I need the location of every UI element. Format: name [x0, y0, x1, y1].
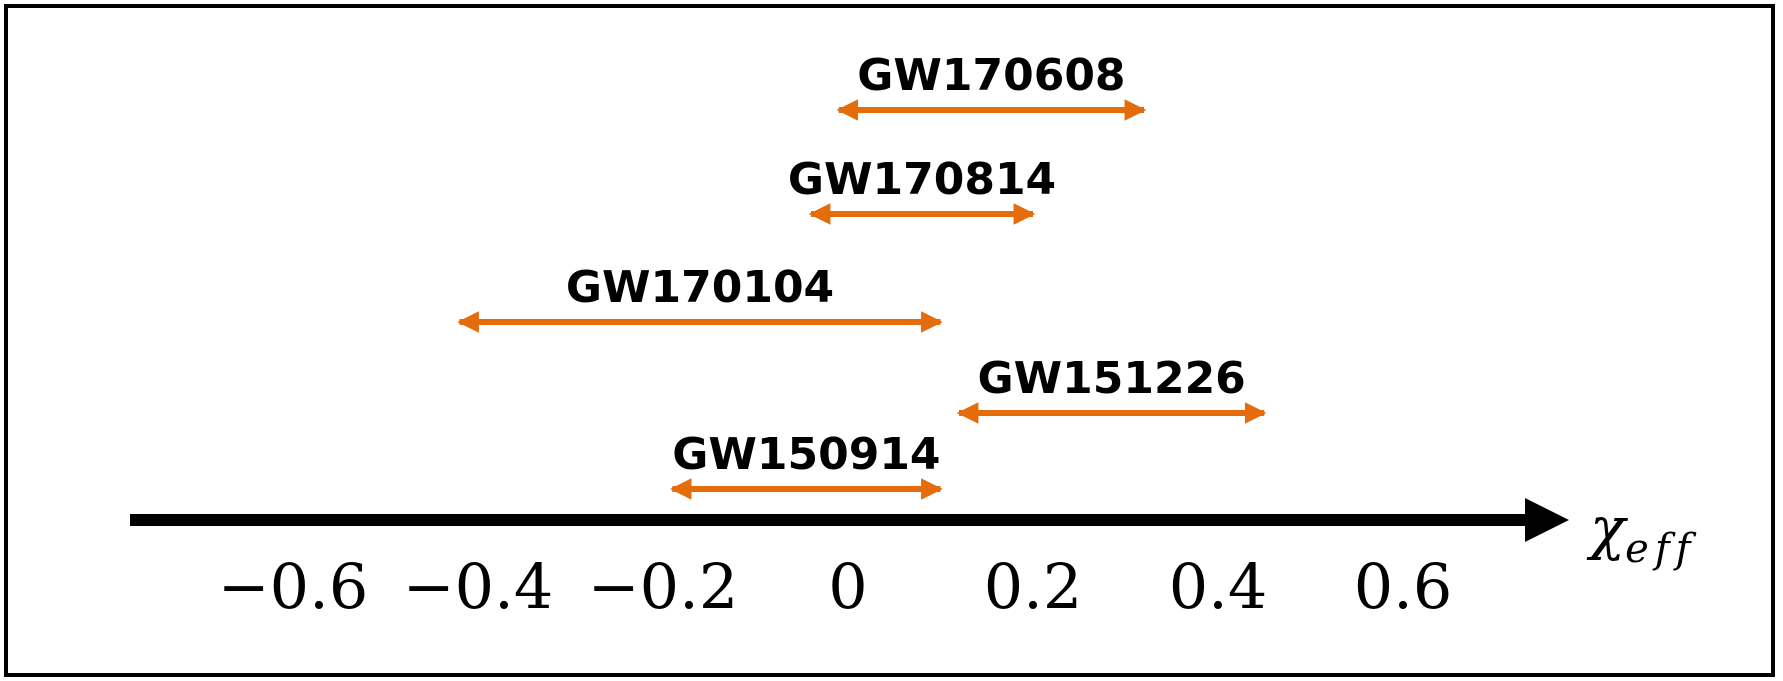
- interval-label: GW150914: [672, 429, 940, 480]
- x-axis-label-subscript: eff: [1625, 526, 1696, 572]
- x-tick-label: 0: [828, 550, 867, 623]
- x-tick-label: −0.2: [588, 550, 739, 623]
- x-axis-label-symbol: χ: [1586, 494, 1628, 562]
- x-tick-label: 0.2: [984, 550, 1083, 623]
- x-tick-label: 0.4: [1169, 550, 1268, 623]
- interval-label: GW170104: [566, 262, 834, 313]
- interval-label: GW170814: [788, 154, 1056, 205]
- x-axis-label: χeff: [1586, 494, 1697, 572]
- interval-label: GW151226: [977, 353, 1245, 404]
- x-tick-label: −0.6: [218, 550, 369, 623]
- x-tick-label: −0.4: [403, 550, 554, 623]
- x-axis-arrowhead: [1525, 498, 1569, 542]
- x-tick-labels: −0.6 −0.4 −0.2 0 0.2 0.4 0.6: [218, 550, 1453, 623]
- interval-label: GW170608: [857, 50, 1125, 101]
- interval-series-group: GW170608 GW170814 GW170104 GW151226 GW150914: [457, 50, 1267, 500]
- x-tick-label: 0.6: [1354, 550, 1453, 623]
